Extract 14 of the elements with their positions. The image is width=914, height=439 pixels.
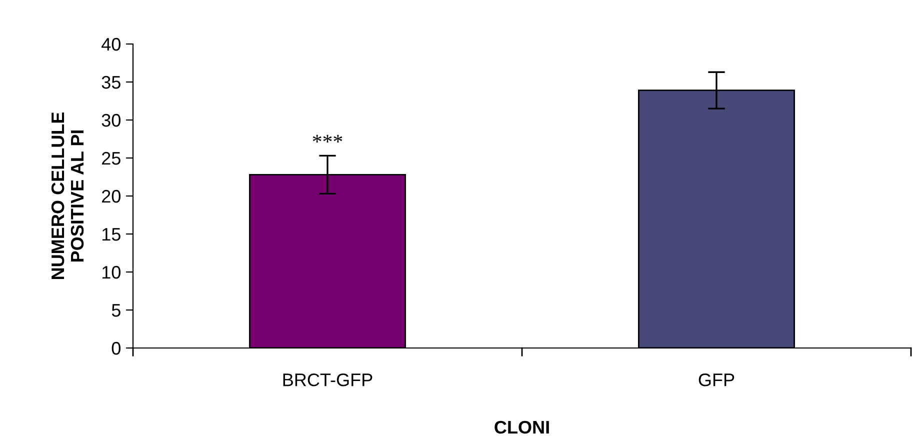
y-tick-label: 25 <box>102 152 120 165</box>
x-axis-title: CLONI <box>494 420 549 434</box>
y-tick-label: 15 <box>102 228 120 241</box>
annotation: *** <box>312 134 342 143</box>
y-tick-label: 35 <box>102 76 120 89</box>
y-tick-label: 40 <box>102 38 120 51</box>
y-tick-label: 5 <box>112 304 120 317</box>
y-tick-label: 10 <box>102 266 120 279</box>
y-axis-title: NUMERO CELLULE POSITIVE AL PI <box>51 112 84 280</box>
y-tick-label: 20 <box>102 190 120 203</box>
x-tick-label: GFP <box>698 373 734 386</box>
y-tick-label: 0 <box>112 342 120 355</box>
y-tick-label: 30 <box>102 114 120 127</box>
x-tick-label: BRCT-GFP <box>283 373 372 386</box>
